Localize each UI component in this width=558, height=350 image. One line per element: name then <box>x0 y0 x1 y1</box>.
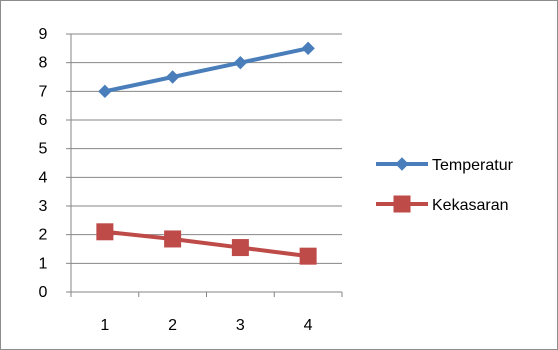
x-axis-ticks: 1 2 3 4 <box>100 317 312 334</box>
legend-label: Temperatur <box>432 157 514 174</box>
data-point <box>98 84 112 99</box>
legend-label: Kekasaran <box>432 197 509 214</box>
series-line <box>104 46 309 94</box>
legend-item-kekasaran: Kekasaran <box>376 195 509 214</box>
y-tick-label: 5 <box>39 141 48 158</box>
y-tick-label: 7 <box>39 83 48 100</box>
data-point <box>233 55 248 70</box>
data-point <box>299 247 317 265</box>
legend-item-temperatur: Temperatur <box>376 157 514 174</box>
legend-marker <box>395 157 409 171</box>
data-point <box>231 239 249 257</box>
axes <box>66 33 343 297</box>
data-point <box>96 223 114 241</box>
y-axis-ticks: 0 1 2 3 4 5 6 7 8 9 <box>39 26 48 301</box>
series-kekasaran <box>96 223 317 265</box>
series-layer <box>96 41 317 265</box>
legend-marker <box>393 195 411 213</box>
legend: Temperatur Kekasaran <box>376 157 514 214</box>
data-point <box>301 41 315 56</box>
x-tick-label: 2 <box>168 317 177 334</box>
x-tick-label: 4 <box>304 317 313 334</box>
y-tick-label: 9 <box>39 26 48 43</box>
y-tick-label: 2 <box>39 227 48 244</box>
y-tick-label: 3 <box>39 198 48 215</box>
y-tick-label: 6 <box>39 112 48 129</box>
x-tick-label: 1 <box>100 317 109 334</box>
data-point <box>165 70 180 84</box>
series-line <box>104 229 309 259</box>
data-point <box>164 230 182 248</box>
y-tick-label: 1 <box>39 255 48 272</box>
y-tick-label: 0 <box>39 284 48 301</box>
x-tick-label: 3 <box>236 317 245 334</box>
y-tick-label: 8 <box>39 55 48 72</box>
y-tick-label: 4 <box>39 169 48 186</box>
series-temperatur <box>98 41 315 99</box>
